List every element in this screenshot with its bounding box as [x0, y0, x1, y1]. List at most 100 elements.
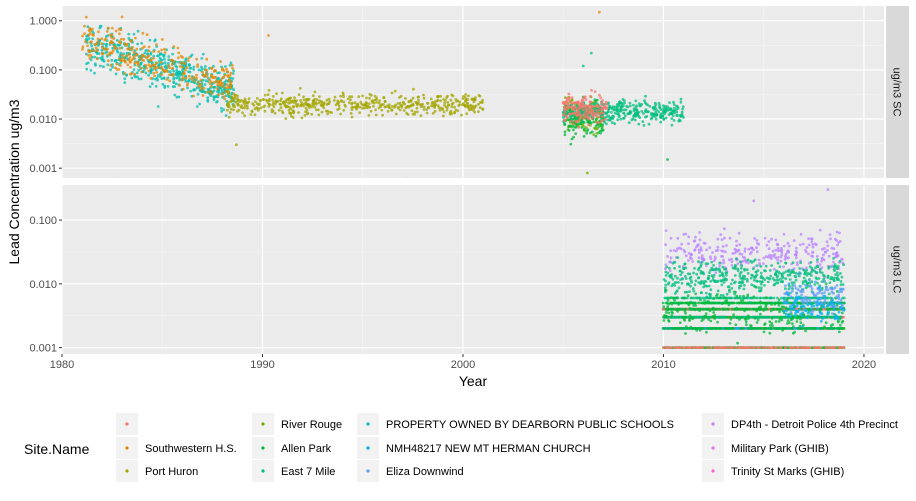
data-point: [755, 280, 758, 283]
data-point: [767, 277, 770, 280]
data-point: [766, 308, 769, 311]
data-point: [179, 61, 182, 64]
data-point: [709, 320, 712, 323]
data-point: [838, 331, 841, 334]
data-point: [133, 51, 136, 54]
data-point: [231, 97, 234, 100]
data-point: [90, 40, 93, 43]
data-point: [618, 114, 621, 117]
data-point: [357, 95, 360, 98]
data-point: [800, 233, 803, 236]
data-point: [719, 270, 722, 273]
data-point: [750, 251, 753, 254]
data-point: [306, 99, 309, 102]
data-point: [172, 76, 175, 79]
data-point: [738, 243, 741, 246]
data-point: [174, 64, 177, 67]
data-point: [350, 112, 353, 115]
data-point: [297, 111, 300, 114]
data-point: [100, 42, 103, 45]
data-point: [807, 237, 810, 240]
data-point: [668, 281, 671, 284]
data-point: [185, 77, 188, 80]
data-point: [760, 265, 763, 268]
data-point: [593, 98, 596, 101]
data-point: [163, 77, 166, 80]
data-point: [697, 243, 700, 246]
data-point: [477, 110, 480, 113]
data-point: [389, 106, 392, 109]
data-point: [792, 261, 795, 264]
data-point: [423, 106, 426, 109]
data-point: [115, 30, 118, 33]
data-point: [594, 90, 597, 93]
data-point: [413, 113, 416, 116]
data-point: [747, 248, 750, 251]
data-point: [312, 100, 315, 103]
data-point: [758, 262, 761, 265]
data-point: [430, 105, 433, 108]
data-point: [240, 99, 243, 102]
data-point: [811, 238, 814, 241]
data-point: [290, 115, 293, 118]
data-point: [203, 87, 206, 90]
data-point: [172, 81, 175, 84]
data-point: [698, 256, 701, 259]
data-point: [747, 259, 750, 262]
data-point: [839, 302, 842, 305]
data-point: [96, 49, 99, 52]
data-point: [644, 116, 647, 119]
data-point: [662, 118, 665, 121]
data-point: [710, 261, 713, 264]
data-point: [689, 277, 692, 280]
data-point: [567, 104, 570, 107]
data-point: [225, 79, 228, 82]
data-point: [110, 40, 113, 43]
data-point: [589, 111, 592, 114]
data-point: [687, 236, 690, 239]
data-point: [758, 286, 761, 289]
data-point: [723, 281, 726, 284]
data-point: [760, 289, 763, 292]
data-point: [267, 93, 270, 96]
data-point: [694, 248, 697, 251]
data-point: [722, 245, 725, 248]
data-point: [206, 75, 209, 78]
data-point: [731, 264, 734, 267]
data-point: [795, 287, 798, 290]
data-point: [795, 292, 798, 295]
data-point: [735, 244, 738, 247]
data-point: [135, 48, 138, 51]
data-point: [461, 103, 464, 106]
data-point: [235, 143, 238, 146]
data-point: [328, 98, 331, 101]
data-point: [740, 299, 743, 302]
data-point: [590, 89, 593, 92]
data-point: [569, 99, 572, 102]
data-point: [667, 303, 670, 306]
data-point: [466, 104, 469, 107]
data-point: [765, 255, 768, 258]
data-point: [233, 105, 236, 108]
data-point: [826, 240, 829, 243]
data-point: [765, 304, 768, 307]
data-point: [727, 308, 730, 311]
data-point: [571, 138, 574, 141]
data-point: [646, 104, 649, 107]
data-point: [692, 290, 695, 293]
data-point: [569, 143, 572, 146]
data-point: [681, 108, 684, 111]
data-point: [126, 48, 129, 51]
data-point: [564, 111, 567, 114]
data-point: [438, 106, 441, 109]
data-point: [718, 262, 721, 265]
data-point: [582, 117, 585, 120]
data-point: [581, 121, 584, 124]
data-point: [733, 302, 736, 305]
data-point: [113, 178, 116, 181]
data-point: [433, 106, 436, 109]
data-point: [299, 99, 302, 102]
data-point: [275, 92, 278, 95]
data-point: [351, 102, 354, 105]
data-point: [379, 105, 382, 108]
